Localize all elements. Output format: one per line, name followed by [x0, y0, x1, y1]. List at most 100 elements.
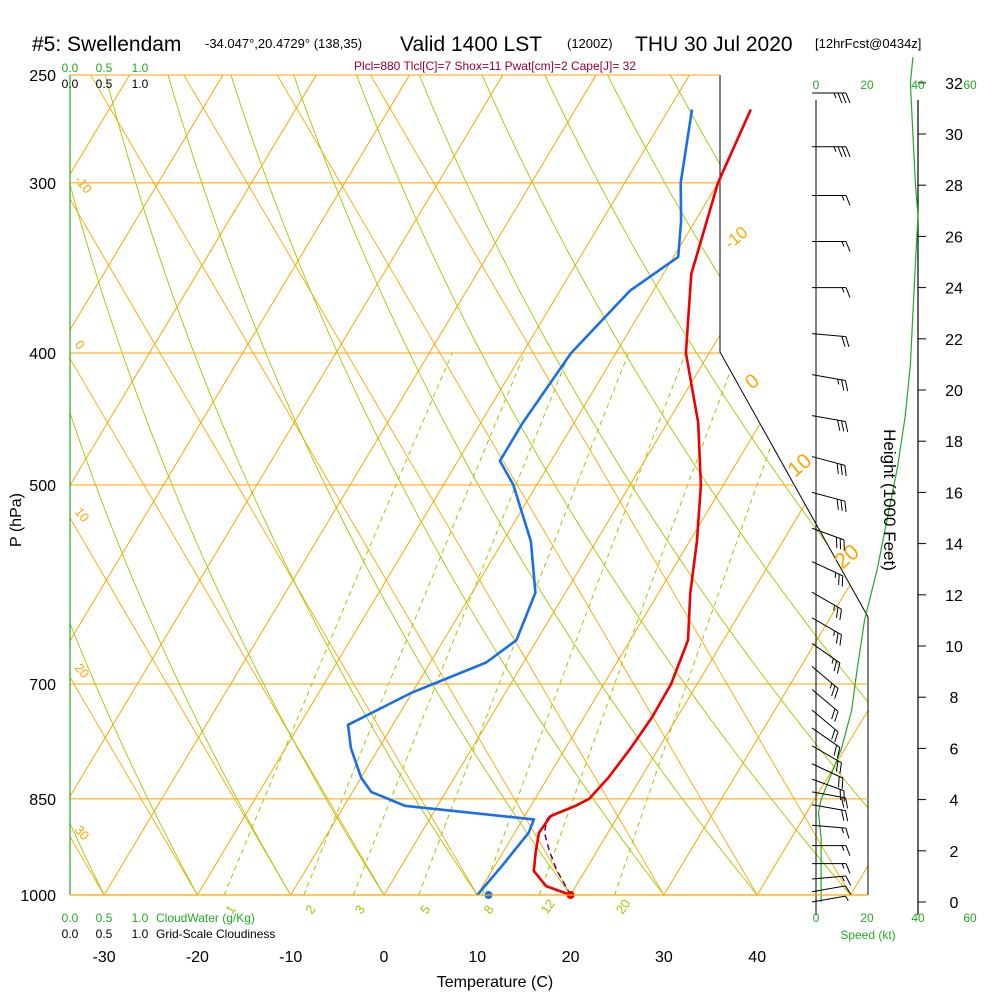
wind-barb [811, 333, 850, 348]
wind-barb-half-feather [837, 379, 840, 385]
wind-speed-tick-label: 60 [963, 911, 977, 925]
dry-adiabat-line [167, 75, 571, 895]
mixing-ratio-label: 20 [613, 896, 634, 916]
wind-barb-half-feather [841, 863, 845, 869]
wind-barb-feather [837, 420, 841, 431]
stability-indices: Plcl=880 Tlcl[C]=7 Shox=11 Pwat[cm]=2 Ca… [354, 59, 636, 73]
height-tick-label: 30 [945, 127, 963, 144]
dry-adiabat-line [544, 75, 868, 599]
wind-barb-half-feather [845, 895, 849, 901]
height-tick-label: 0 [950, 895, 959, 912]
wind-barb-feather [831, 708, 836, 720]
mixing-ratio-label: 2 [302, 902, 318, 917]
valid-time: Valid 1400 LST [400, 33, 542, 56]
wind-barb-staff [811, 895, 846, 903]
wind-barb-feather [844, 797, 849, 809]
wind-barb-staff [811, 333, 846, 338]
wind-barb-staff [811, 456, 845, 466]
wind-barb-feather [845, 885, 852, 896]
isotherm-label: 30 [72, 822, 93, 843]
wind-barb-feather [835, 632, 839, 644]
wind-barb-half-feather [841, 876, 845, 882]
wind-barb-feather [845, 241, 851, 252]
dry-adiabat-line [230, 75, 665, 895]
saturated-adiabat-line [183, 75, 665, 895]
height-tick-label: 10 [945, 639, 963, 656]
saturated-adiabat-line [90, 75, 571, 895]
temperature-tick-label: 20 [562, 949, 580, 966]
wind-barb-feather [839, 762, 842, 774]
parcel-line [543, 812, 572, 896]
pressure-tick-label: 300 [29, 176, 56, 193]
wind-barb-feather [840, 464, 843, 476]
wind-barb-feather [833, 660, 838, 672]
isotherm-line [756, 709, 868, 895]
saturated-adiabat-line [0, 0, 11, 895]
pressure-tick-label: 850 [29, 792, 56, 809]
wind-barb-feather [841, 336, 846, 347]
temperature-tick-label: -30 [93, 949, 116, 966]
mixing-ratio-label: 12 [537, 896, 558, 916]
wind-barb-staff [811, 824, 846, 829]
wind-barbs [811, 92, 852, 903]
wind-barb [811, 895, 849, 903]
station-coords: -34.047°,20.4729° (138,35) [205, 36, 362, 51]
wind-barb-staff [811, 374, 846, 382]
saturated-adiabat-line [70, 517, 292, 895]
wind-speed-tick-label: 0 [813, 78, 820, 92]
cloudwater-tick-label: 0.5 [96, 61, 113, 75]
wind-barb-feather [839, 634, 842, 646]
wind-barb-feather [834, 731, 839, 743]
wind-barb-feather [841, 575, 844, 587]
wind-barb [811, 875, 852, 886]
pressure-tick-label: 400 [29, 346, 56, 363]
cloudwater-tick-label: 0.5 [96, 911, 113, 925]
temperature-tick-label: 10 [468, 949, 486, 966]
wind-barb-staff [811, 778, 845, 792]
wind-barb-feather [845, 863, 851, 874]
wind-barb [811, 689, 839, 722]
height-tick-label: 20 [945, 383, 963, 400]
wind-barb [811, 491, 847, 512]
dry-adiabat-line [418, 75, 868, 809]
height-tick-label: 12 [945, 588, 963, 605]
wind-barb-feather [845, 828, 850, 839]
wind-barb [812, 863, 851, 874]
height-tick-label: 4 [950, 793, 959, 810]
wind-barb-feather [845, 336, 850, 348]
wind-barb-half-feather [833, 146, 837, 152]
height-tick-label: 16 [945, 485, 963, 502]
isotherm-line [663, 553, 868, 895]
height-tick-label: 22 [945, 332, 963, 349]
wind-barb-feather [845, 195, 851, 206]
dry-adiabat-line [293, 75, 758, 895]
forecast-info: [12hrFcst@0434z] [815, 36, 921, 51]
wind-barb-feather [841, 797, 845, 808]
temperature-tick-label: 40 [748, 949, 766, 966]
height-tick-label: 26 [945, 229, 963, 246]
height-tick-label: 8 [950, 690, 959, 707]
wind-speed-tick-label: 20 [860, 78, 874, 92]
cloudiness-tick-label: 0.0 [62, 927, 79, 941]
wind-barb-feather [844, 501, 847, 512]
wind-barb-staff [811, 491, 845, 502]
wind-speed-label: Speed (kt) [840, 928, 895, 942]
wind-barb-feather [834, 711, 839, 722]
wind-barb-staff [811, 791, 846, 799]
cloudwater-tick-label: 1.0 [132, 61, 149, 75]
wind-barb [811, 804, 849, 822]
cloudiness-tick-label: 0.5 [96, 927, 113, 941]
temperature-tick-label: -10 [279, 949, 302, 966]
wind-barb-feather [844, 380, 849, 392]
wind-barb-feather [841, 809, 845, 821]
forecast-date: THU 30 Jul 2020 [635, 33, 793, 56]
wind-barb [811, 791, 849, 809]
saturated-adiabat-line [70, 835, 105, 895]
cloudiness-tick-label: 1.0 [132, 77, 149, 91]
temperature-tick-label: 30 [655, 949, 673, 966]
wind-speed-tick-label: 20 [860, 911, 874, 925]
saturated-adiabat-line [369, 75, 851, 895]
height-tick-label: 2 [950, 844, 959, 861]
cloudiness-tick-label: 1.0 [132, 927, 149, 941]
